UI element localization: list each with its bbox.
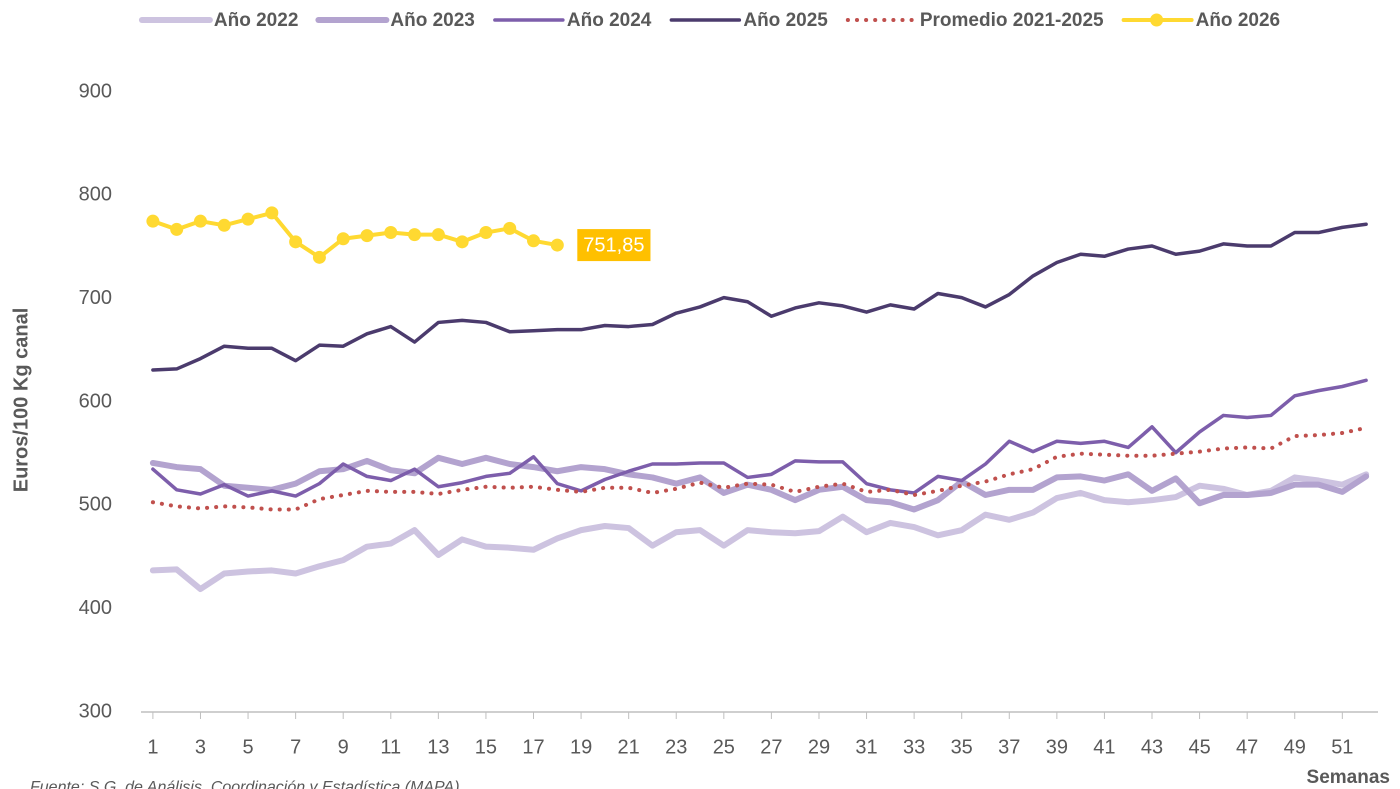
data-point — [455, 235, 469, 249]
legend-label: Año 2022 — [214, 10, 298, 31]
x-tick-label: 31 — [855, 736, 877, 758]
x-tick-label: 45 — [1188, 736, 1210, 758]
data-point — [479, 226, 493, 240]
value-label-group: 751,85 — [577, 229, 651, 262]
legend-label: Año 2026 — [1196, 10, 1280, 31]
series-line — [151, 222, 1368, 372]
data-point — [312, 250, 326, 264]
legend-item: Promedio 2021-2025 — [845, 10, 1104, 31]
x-tick-label: 9 — [338, 736, 349, 758]
x-tick-label: 19 — [570, 736, 592, 758]
data-point — [241, 212, 255, 226]
series-line — [150, 210, 560, 260]
data-point — [170, 222, 184, 236]
x-tick-label: 47 — [1236, 736, 1258, 758]
x-tick-label: 49 — [1284, 736, 1306, 758]
legend-label: Promedio 2021-2025 — [920, 10, 1104, 31]
data-point — [384, 226, 398, 240]
x-tick-label: 35 — [951, 736, 973, 758]
legend-label: Año 2024 — [567, 10, 652, 31]
x-tick-label: 5 — [242, 736, 253, 758]
legend-item: Año 2024 — [493, 10, 652, 31]
x-tick-label: 17 — [522, 736, 544, 758]
y-tick-label: 700 — [79, 287, 112, 309]
legend-label: Año 2023 — [390, 10, 474, 31]
source-note: Fuente: S.G. de Análisis, Coordinación y… — [30, 779, 460, 789]
data-point — [550, 238, 564, 252]
x-tick-label: 1 — [147, 736, 158, 758]
data-point — [193, 214, 207, 228]
x-tick-label: 3 — [195, 736, 206, 758]
y-tick-label: 300 — [79, 700, 112, 722]
x-tick-label: 33 — [903, 736, 925, 758]
data-point — [527, 234, 541, 248]
data-point — [265, 206, 279, 220]
y-tick-label: 600 — [79, 390, 112, 412]
y-tick-label: 900 — [79, 80, 112, 102]
y-axis-label: Euros/100 Kg canal — [10, 308, 32, 493]
y-tick-label: 800 — [79, 184, 112, 206]
x-tick-label: 27 — [760, 736, 782, 758]
series-line — [149, 454, 1370, 513]
data-point — [360, 229, 374, 243]
x-tick-label: 43 — [1141, 736, 1163, 758]
legend-item: Año 2026 — [1121, 10, 1280, 31]
x-tick-label: 21 — [618, 736, 640, 758]
series-line — [151, 378, 1368, 498]
x-tick-label: 39 — [1046, 736, 1068, 758]
legend-item: Año 2022 — [138, 10, 298, 31]
x-tick-label: 37 — [998, 736, 1020, 758]
legend-label: Año 2025 — [743, 10, 828, 31]
data-point — [289, 235, 303, 249]
x-tick-label: 29 — [808, 736, 830, 758]
data-point — [431, 228, 445, 242]
data-point — [408, 228, 422, 242]
data-point — [503, 221, 517, 235]
y-tick-label: 500 — [79, 494, 112, 516]
x-tick-label: 13 — [427, 736, 449, 758]
series-line — [149, 471, 1370, 593]
data-point — [146, 214, 160, 228]
x-tick-label: 41 — [1093, 736, 1115, 758]
legend-marker — [1150, 13, 1164, 27]
value-label-box — [577, 229, 651, 262]
x-tick-label: 25 — [713, 736, 735, 758]
data-point — [217, 218, 231, 232]
legend-item: Año 2023 — [315, 10, 475, 31]
series-line — [150, 425, 1369, 512]
x-tick-label: 15 — [475, 736, 497, 758]
value-label: 751,85 — [583, 234, 644, 256]
x-tick-label: 51 — [1331, 736, 1353, 758]
data-point — [336, 232, 350, 246]
x-tick-label: 11 — [380, 736, 401, 758]
legend-item: Año 2025 — [669, 10, 828, 31]
x-axis-label: Semanas — [1307, 767, 1390, 788]
x-tick-label: 23 — [665, 736, 687, 758]
x-tick-label: 7 — [290, 736, 301, 758]
y-tick-label: 400 — [79, 597, 112, 619]
